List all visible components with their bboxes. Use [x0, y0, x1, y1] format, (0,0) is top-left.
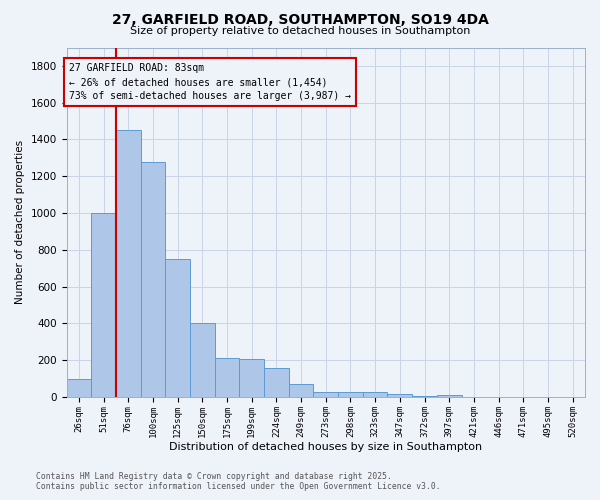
Bar	[338, 392, 363, 397]
Bar	[165, 259, 190, 397]
Bar	[190, 324, 215, 397]
Bar	[437, 395, 461, 397]
Bar	[67, 378, 91, 397]
Bar	[140, 162, 165, 397]
Bar	[289, 384, 313, 397]
Text: 27 GARFIELD ROAD: 83sqm
← 26% of detached houses are smaller (1,454)
73% of semi: 27 GARFIELD ROAD: 83sqm ← 26% of detache…	[69, 63, 351, 101]
Text: 27, GARFIELD ROAD, SOUTHAMPTON, SO19 4DA: 27, GARFIELD ROAD, SOUTHAMPTON, SO19 4DA	[112, 12, 488, 26]
Y-axis label: Number of detached properties: Number of detached properties	[15, 140, 25, 304]
Bar	[239, 360, 264, 397]
Bar	[412, 396, 437, 397]
X-axis label: Distribution of detached houses by size in Southampton: Distribution of detached houses by size …	[169, 442, 482, 452]
Text: Contains HM Land Registry data © Crown copyright and database right 2025.
Contai: Contains HM Land Registry data © Crown c…	[36, 472, 440, 491]
Text: Size of property relative to detached houses in Southampton: Size of property relative to detached ho…	[130, 26, 470, 36]
Bar	[313, 392, 338, 397]
Bar	[91, 213, 116, 397]
Bar	[388, 394, 412, 397]
Bar	[215, 358, 239, 397]
Bar	[116, 130, 140, 397]
Bar	[363, 392, 388, 397]
Bar	[264, 368, 289, 397]
